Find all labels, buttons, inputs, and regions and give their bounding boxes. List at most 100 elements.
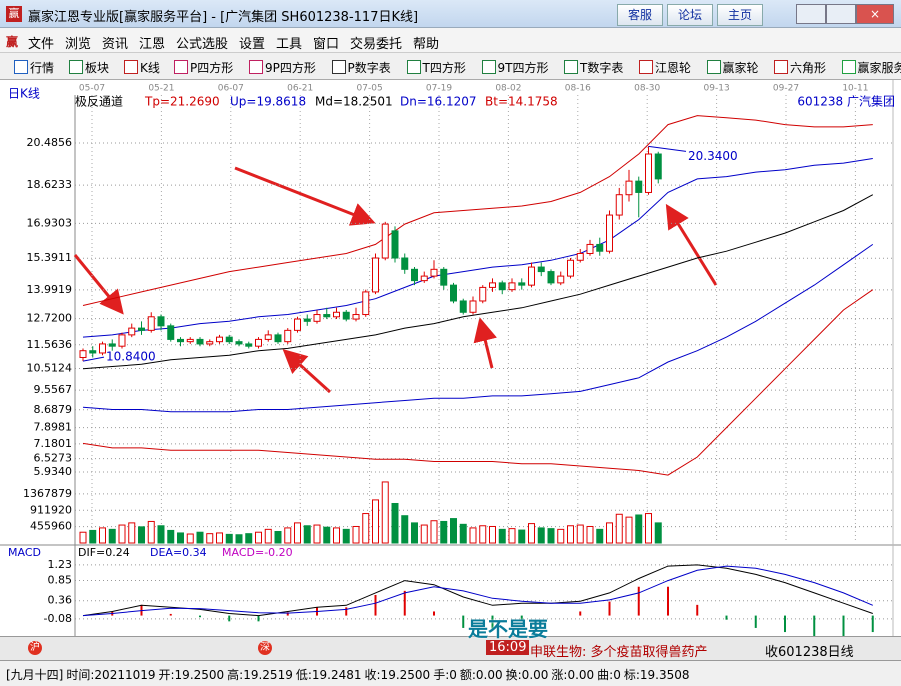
candle-body [186, 338, 194, 343]
toolbar-button[interactable]: 江恩轮 [655, 61, 692, 75]
toolbar-button[interactable]: P数字表 [347, 61, 391, 75]
status-field: 曲:0 [597, 668, 621, 682]
maximize-button[interactable] [826, 4, 856, 24]
candle-body [411, 268, 418, 282]
volume-bar [528, 523, 535, 544]
volume-bar [206, 533, 214, 544]
candle-body [459, 300, 467, 313]
close-button[interactable]: × [856, 4, 894, 24]
volume-bar [255, 531, 262, 544]
y-tick-label: 13.9919 [27, 283, 73, 296]
menu-item[interactable]: 江恩 [139, 37, 166, 52]
volume-bar [391, 502, 399, 544]
candle-body [391, 230, 399, 259]
toolbar-button[interactable]: 9T四方形 [497, 61, 549, 75]
volume-bar [372, 499, 379, 544]
y-tick-label: 455960 [30, 520, 72, 533]
toolbar-icon [174, 60, 188, 74]
date-label: 08-16 [565, 84, 591, 94]
candle-body [440, 268, 448, 286]
toolbar-button[interactable]: 9P四方形 [265, 61, 316, 75]
status-field: 涨:0.00 [551, 668, 595, 682]
status-field: 标:19.3508 [623, 668, 690, 682]
candle-body [225, 336, 233, 343]
volume-bar [401, 515, 409, 544]
minimize-button[interactable] [796, 4, 826, 24]
candle-body [596, 243, 604, 252]
volume-bar [89, 529, 97, 544]
candle-body [372, 257, 379, 293]
sz-icon[interactable]: 深 [258, 641, 272, 655]
volume-bar [537, 527, 545, 544]
period-label: 日K线 [8, 87, 40, 101]
volume-bar [235, 534, 243, 544]
menu-item[interactable]: 设置 [239, 37, 266, 52]
y-tick-label: 18.6233 [27, 178, 73, 191]
y-tick-label: 5.9340 [34, 465, 73, 478]
candle-body [274, 334, 282, 343]
nav-link[interactable]: 论坛 [667, 4, 713, 26]
candle-body [99, 343, 106, 354]
candle-body [528, 266, 535, 286]
toolbar-button[interactable]: K线 [140, 61, 160, 75]
volume-bar [430, 520, 438, 544]
sh-icon[interactable]: 沪 [28, 641, 42, 655]
ticker-right: 收601238日线 [765, 645, 854, 660]
toolbar-icon [124, 60, 138, 74]
candle-body [645, 153, 652, 193]
volume-bar [284, 527, 292, 544]
y-tick-label: 8.6879 [34, 403, 73, 416]
volume-bar [381, 481, 389, 544]
y-tick-label: 6.5273 [34, 452, 73, 465]
date-label: 07-05 [357, 84, 383, 94]
chart: 日K线 极反通道 601238 广汽集团 MACD 05-07 05-21 06-0… [0, 80, 901, 636]
toolbar-button[interactable]: 行情 [30, 61, 55, 75]
candle-body [138, 327, 145, 331]
toolbar-icon [69, 60, 83, 74]
y-tick-label: 15.3911 [27, 251, 73, 264]
toolbar-button[interactable]: P四方形 [190, 61, 234, 75]
candle-body [89, 350, 97, 354]
candle-body [401, 257, 409, 270]
candle-body [245, 343, 253, 347]
volume-bar [479, 525, 487, 544]
menu-item[interactable]: 浏览 [65, 37, 92, 52]
status-field: 额:0.00 [459, 668, 503, 682]
toolbar-button[interactable]: T四方形 [422, 61, 466, 75]
menu-item[interactable]: 文件 [28, 37, 55, 52]
candle-body [235, 341, 243, 345]
volume-bar [654, 522, 662, 544]
menu-item[interactable]: 窗口 [313, 37, 340, 52]
menu-item[interactable]: 公式选股 [176, 37, 229, 52]
status-field: 低:19.2481 [295, 668, 362, 682]
volume-bar [196, 531, 204, 544]
macd-label: MACD=-0.20 [222, 546, 293, 559]
candle-body [479, 286, 487, 302]
menu-item[interactable]: 交易委托 [350, 37, 403, 52]
nav-link[interactable]: 客服 [617, 4, 663, 26]
menu-item[interactable]: 帮助 [413, 37, 440, 52]
status-field: 换:0.00 [505, 668, 549, 682]
y-tick-label: 11.5636 [27, 338, 73, 351]
menu-item[interactable]: 工具 [276, 37, 303, 52]
candle-body [264, 334, 272, 340]
y-tick-label: 1367879 [23, 487, 72, 500]
y-tick-label: 1.23 [48, 558, 73, 571]
candle-body [654, 153, 662, 180]
volume-bar [108, 528, 116, 544]
volume-bar [303, 525, 311, 544]
toolbar-button[interactable]: 六角形 [790, 61, 827, 75]
toolbar-button[interactable]: 板块 [85, 61, 110, 75]
toolbar-button[interactable]: 赢家轮 [722, 61, 759, 75]
nav-link[interactable]: 主页 [717, 4, 763, 26]
status-field: 开:19.2500 [158, 668, 225, 682]
candle-body [118, 334, 126, 347]
candle-body [323, 314, 331, 318]
toolbar-button[interactable]: T数字表 [580, 61, 624, 75]
toolbar-button[interactable]: 赢家服务 [857, 61, 901, 75]
menu-item[interactable]: 资讯 [102, 37, 129, 52]
y-tick-label: -0.08 [44, 612, 72, 625]
candle-body [615, 194, 623, 216]
date-label: 07-19 [426, 84, 452, 94]
